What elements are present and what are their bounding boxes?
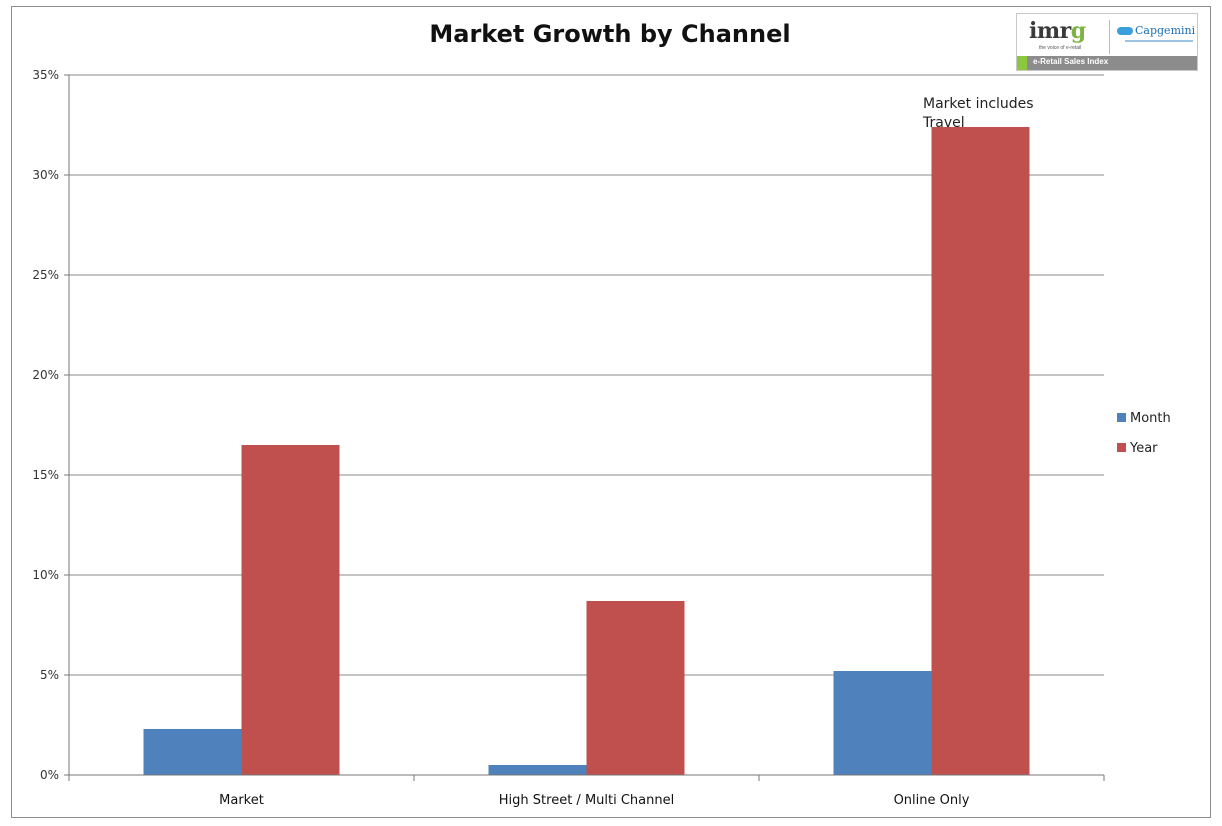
y-tick-label: 10% [32, 568, 59, 582]
y-tick-label: 25% [32, 268, 59, 282]
legend-swatch-year [1117, 443, 1126, 452]
y-tick-label: 15% [32, 468, 59, 482]
legend-swatch-month [1117, 413, 1126, 422]
x-tick-label: High Street / Multi Channel [499, 793, 674, 808]
annotation-text: Travel [922, 115, 965, 131]
x-tick-label: Market [219, 793, 264, 808]
imrg-tagline: the voice of e-retail [1039, 45, 1082, 51]
chart-title: Market Growth by Channel [429, 20, 791, 48]
bar-month-1 [143, 729, 242, 775]
legend-label-year: Year [1129, 441, 1158, 456]
bar-year-2 [586, 601, 685, 775]
capgemini-underline [1125, 40, 1193, 42]
bar-year-1 [241, 445, 340, 775]
logo-band: e-Retail Sales Index [1017, 56, 1197, 70]
imrg-logo-text: imrg [1029, 18, 1086, 44]
capgemini-cloud-icon [1117, 27, 1133, 35]
logo-divider [1109, 20, 1110, 54]
bar-month-3 [833, 671, 932, 775]
annotation-text: Market includes [923, 96, 1034, 112]
imrg-capgemini-logo: imrg the voice of e-retail Capgemini e-R… [1016, 13, 1198, 71]
y-tick-label: 5% [40, 668, 59, 682]
bar-month-2 [488, 765, 587, 775]
logo-band-accent [1017, 56, 1027, 70]
y-tick-label: 30% [32, 168, 59, 182]
bar-year-3 [931, 127, 1030, 775]
y-tick-label: 20% [32, 368, 59, 382]
logo-band-text: e-Retail Sales Index [1033, 57, 1109, 66]
y-tick-label: 0% [40, 768, 59, 782]
legend-label-month: Month [1130, 411, 1171, 426]
capgemini-logo-text: Capgemini [1135, 24, 1196, 37]
y-tick-label: 35% [32, 68, 59, 82]
x-tick-label: Online Only [894, 793, 970, 808]
